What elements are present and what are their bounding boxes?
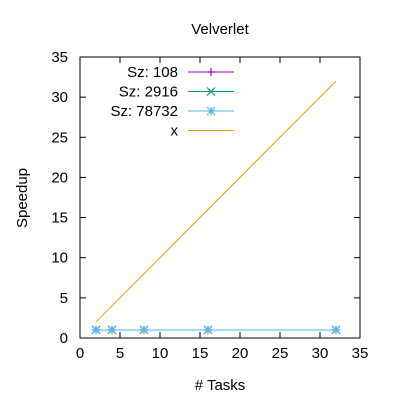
data-point [206,87,216,96]
data-point [107,325,117,335]
x-tick-label: 5 [116,345,124,362]
legend-label: Sz: 78732 [110,103,178,120]
y-tick-label: 10 [51,250,68,267]
legend-label: Sz: 2916 [119,84,178,101]
data-point [139,325,149,335]
y-tick-label: 25 [51,129,68,146]
data-point [206,106,216,116]
x-tick-label: 0 [76,345,84,362]
y-tick-label: 20 [51,169,68,186]
x-tick-label: 35 [352,345,369,362]
data-point [91,325,101,335]
legend: Sz: 108 Sz: 2916 Sz: 78732 x [110,64,234,140]
data-point [203,325,213,335]
x-axis-label: # Tasks [195,377,246,394]
plot-border [79,56,361,339]
y-tick-label: 30 [51,89,68,106]
y-axis-label: Speedup [14,168,31,228]
data-point [331,325,341,335]
legend-label: Sz: 108 [127,64,178,81]
x-tick-label: 10 [152,345,169,362]
plot-area: 0 5 10 15 20 25 30 35 0 5 10 15 20 25 30 35 [51,49,368,362]
legend-label: x [171,123,179,140]
series-line [95,80,337,323]
data-point [207,68,215,76]
y-tick-label: 5 [60,290,68,307]
x-tick-label: 30 [312,345,329,362]
x-tick-label: 25 [272,345,289,362]
y-tick-label: 0 [60,330,68,347]
chart-title: Velverlet [191,21,249,38]
y-tick-label: 35 [51,49,68,66]
x-tick-label: 20 [232,345,249,362]
x-tick-label: 15 [192,345,209,362]
y-tick-label: 15 [51,210,68,227]
